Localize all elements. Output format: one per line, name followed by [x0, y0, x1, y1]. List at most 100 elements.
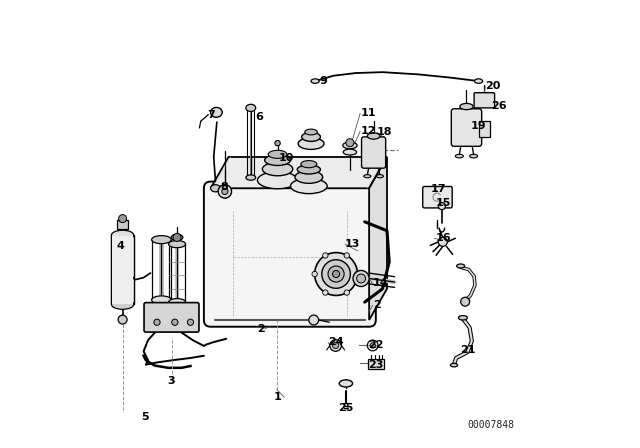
Ellipse shape [295, 171, 323, 183]
Ellipse shape [455, 154, 463, 158]
Circle shape [330, 340, 341, 351]
Circle shape [173, 233, 181, 241]
Ellipse shape [298, 138, 324, 150]
Text: 24: 24 [328, 337, 344, 347]
Ellipse shape [343, 149, 356, 155]
Ellipse shape [246, 104, 256, 112]
Text: 12: 12 [360, 126, 376, 136]
FancyBboxPatch shape [112, 236, 133, 304]
Ellipse shape [268, 151, 287, 158]
Text: 2: 2 [257, 324, 264, 334]
Circle shape [438, 202, 445, 210]
Circle shape [356, 274, 365, 283]
Text: 9: 9 [319, 76, 327, 86]
Text: 11: 11 [360, 108, 376, 118]
Circle shape [118, 215, 127, 223]
FancyBboxPatch shape [144, 302, 199, 332]
Text: 25: 25 [338, 403, 353, 413]
Ellipse shape [172, 234, 183, 241]
Text: 20: 20 [485, 82, 500, 91]
Text: 7: 7 [207, 110, 215, 120]
Ellipse shape [470, 154, 477, 158]
Ellipse shape [152, 296, 172, 304]
FancyBboxPatch shape [451, 109, 482, 146]
Text: 10: 10 [279, 153, 294, 163]
Circle shape [118, 315, 127, 324]
Circle shape [438, 237, 447, 246]
Text: 00007848: 00007848 [467, 420, 515, 431]
Ellipse shape [152, 236, 172, 244]
Circle shape [154, 319, 160, 325]
Text: 16: 16 [436, 233, 452, 243]
Ellipse shape [458, 315, 467, 320]
Text: 14: 14 [372, 278, 388, 288]
Text: 17: 17 [431, 184, 446, 194]
Circle shape [323, 290, 328, 295]
Text: 3: 3 [168, 376, 175, 386]
Text: 23: 23 [368, 360, 383, 370]
Ellipse shape [457, 264, 465, 268]
Ellipse shape [291, 178, 327, 194]
FancyBboxPatch shape [368, 359, 384, 369]
Text: 8: 8 [221, 182, 228, 192]
Polygon shape [369, 157, 387, 320]
FancyBboxPatch shape [474, 93, 495, 108]
Ellipse shape [168, 241, 186, 248]
Circle shape [370, 343, 376, 348]
Circle shape [322, 260, 350, 289]
Ellipse shape [339, 380, 353, 387]
Circle shape [346, 139, 354, 147]
Circle shape [221, 188, 228, 194]
Circle shape [333, 271, 340, 278]
Ellipse shape [364, 175, 371, 178]
Circle shape [315, 253, 358, 296]
Text: 22: 22 [368, 340, 384, 350]
FancyBboxPatch shape [362, 137, 386, 168]
Ellipse shape [301, 160, 317, 168]
Circle shape [172, 319, 178, 325]
Ellipse shape [305, 129, 317, 135]
Ellipse shape [367, 133, 380, 139]
Circle shape [309, 315, 319, 325]
Circle shape [344, 290, 349, 295]
Text: 5: 5 [141, 412, 148, 422]
Ellipse shape [451, 363, 458, 367]
FancyBboxPatch shape [479, 121, 490, 137]
Text: 1: 1 [274, 392, 282, 402]
Ellipse shape [246, 175, 256, 180]
Ellipse shape [168, 298, 186, 306]
Text: 26: 26 [491, 101, 507, 111]
Circle shape [328, 266, 344, 282]
Circle shape [323, 253, 328, 258]
Ellipse shape [301, 133, 321, 142]
Text: 21: 21 [460, 345, 475, 355]
Text: 4: 4 [116, 241, 124, 251]
Ellipse shape [343, 142, 357, 149]
Circle shape [275, 141, 280, 146]
Circle shape [344, 253, 349, 258]
Circle shape [333, 342, 339, 349]
Ellipse shape [460, 103, 473, 110]
Ellipse shape [211, 185, 220, 192]
Ellipse shape [311, 79, 319, 83]
Ellipse shape [111, 299, 134, 309]
FancyBboxPatch shape [116, 220, 129, 229]
Text: 18: 18 [377, 127, 393, 138]
Ellipse shape [111, 230, 134, 240]
Ellipse shape [297, 165, 321, 174]
Circle shape [355, 271, 360, 277]
Text: 15: 15 [436, 198, 451, 207]
FancyBboxPatch shape [204, 181, 376, 327]
Ellipse shape [262, 162, 292, 176]
Circle shape [188, 319, 194, 325]
Text: 19: 19 [471, 121, 486, 131]
Ellipse shape [264, 155, 291, 165]
Text: 13: 13 [345, 239, 360, 249]
Circle shape [461, 297, 470, 306]
Circle shape [353, 271, 369, 287]
FancyBboxPatch shape [423, 186, 452, 208]
Polygon shape [211, 157, 387, 188]
Ellipse shape [376, 175, 383, 178]
Circle shape [218, 185, 232, 198]
Text: 6: 6 [255, 112, 263, 122]
